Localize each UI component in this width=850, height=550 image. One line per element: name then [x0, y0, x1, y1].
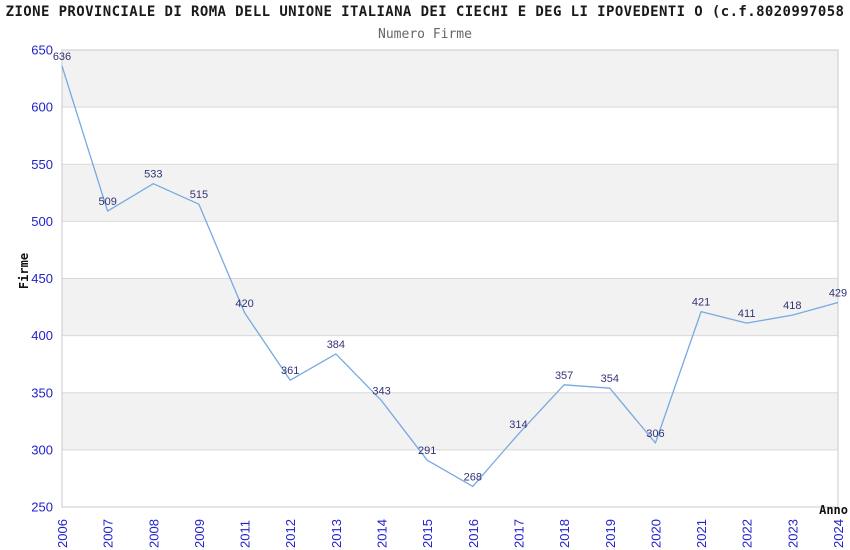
- data-line: [61, 65, 839, 488]
- data-point-label: 418: [783, 300, 801, 312]
- y-tick-label: 550: [31, 157, 53, 172]
- data-point-label: 533: [144, 169, 162, 181]
- data-point-label: 354: [601, 373, 619, 385]
- grid-band: [62, 392, 838, 450]
- x-tick-label: 2016: [466, 519, 481, 548]
- y-axis-title: Firme: [17, 252, 32, 290]
- data-point-label: 420: [235, 298, 253, 310]
- y-tick-label: 500: [31, 214, 53, 229]
- x-tick-label: 2022: [740, 519, 755, 548]
- x-tick-label: 2012: [283, 519, 298, 548]
- chart-subtitle: Numero Firme: [378, 27, 472, 42]
- x-axis-title: Anno: [819, 503, 848, 517]
- data-point-label: 411: [738, 308, 756, 320]
- x-tick-label: 2014: [375, 519, 390, 548]
- y-tick-label: 450: [31, 271, 53, 286]
- plot-border: [61, 49, 839, 508]
- data-point-label: 357: [555, 370, 573, 382]
- grid-band: [62, 50, 838, 108]
- x-tick-label: 2007: [101, 519, 116, 548]
- grid-band: [62, 164, 838, 222]
- x-tick-label: 2018: [557, 519, 572, 548]
- x-tick-label: 2015: [420, 519, 435, 548]
- data-point-label: 509: [98, 196, 116, 208]
- y-tick-label: 300: [31, 442, 53, 457]
- data-point-label: 268: [464, 471, 482, 483]
- data-point-label: 306: [646, 428, 664, 440]
- x-tick-label: 2024: [831, 519, 846, 548]
- data-point-label: 384: [327, 339, 345, 351]
- x-tick-label: 2011: [238, 520, 253, 548]
- x-tick-label: 2006: [55, 519, 70, 548]
- x-tick-label: 2017: [511, 519, 526, 548]
- y-tick-label: 400: [31, 328, 53, 343]
- x-tick-label: 2020: [648, 519, 663, 548]
- data-point-label: 343: [372, 386, 390, 398]
- data-point-label: 429: [829, 287, 847, 299]
- x-tick-label: 2009: [192, 519, 207, 548]
- data-point-label: 314: [509, 419, 527, 431]
- x-tick-label: 2013: [329, 519, 344, 548]
- grid-band: [62, 278, 838, 336]
- y-tick-label: 650: [31, 43, 53, 58]
- data-point-label: 636: [53, 51, 71, 63]
- chart-title: ZIONE PROVINCIALE DI ROMA DELL UNIONE IT…: [5, 4, 845, 20]
- y-tick-label: 350: [31, 385, 53, 400]
- y-tick-label: 250: [31, 500, 53, 515]
- data-point-label: 421: [692, 297, 710, 309]
- y-tick-label: 600: [31, 100, 53, 115]
- x-tick-label: 2008: [146, 519, 161, 548]
- data-point-label: 515: [190, 189, 208, 201]
- x-tick-label: 2019: [603, 519, 618, 548]
- x-tick-label: 2021: [694, 519, 709, 548]
- data-point-label: 291: [418, 445, 436, 457]
- data-point-label: 361: [281, 365, 299, 377]
- x-tick-label: 2023: [785, 519, 800, 548]
